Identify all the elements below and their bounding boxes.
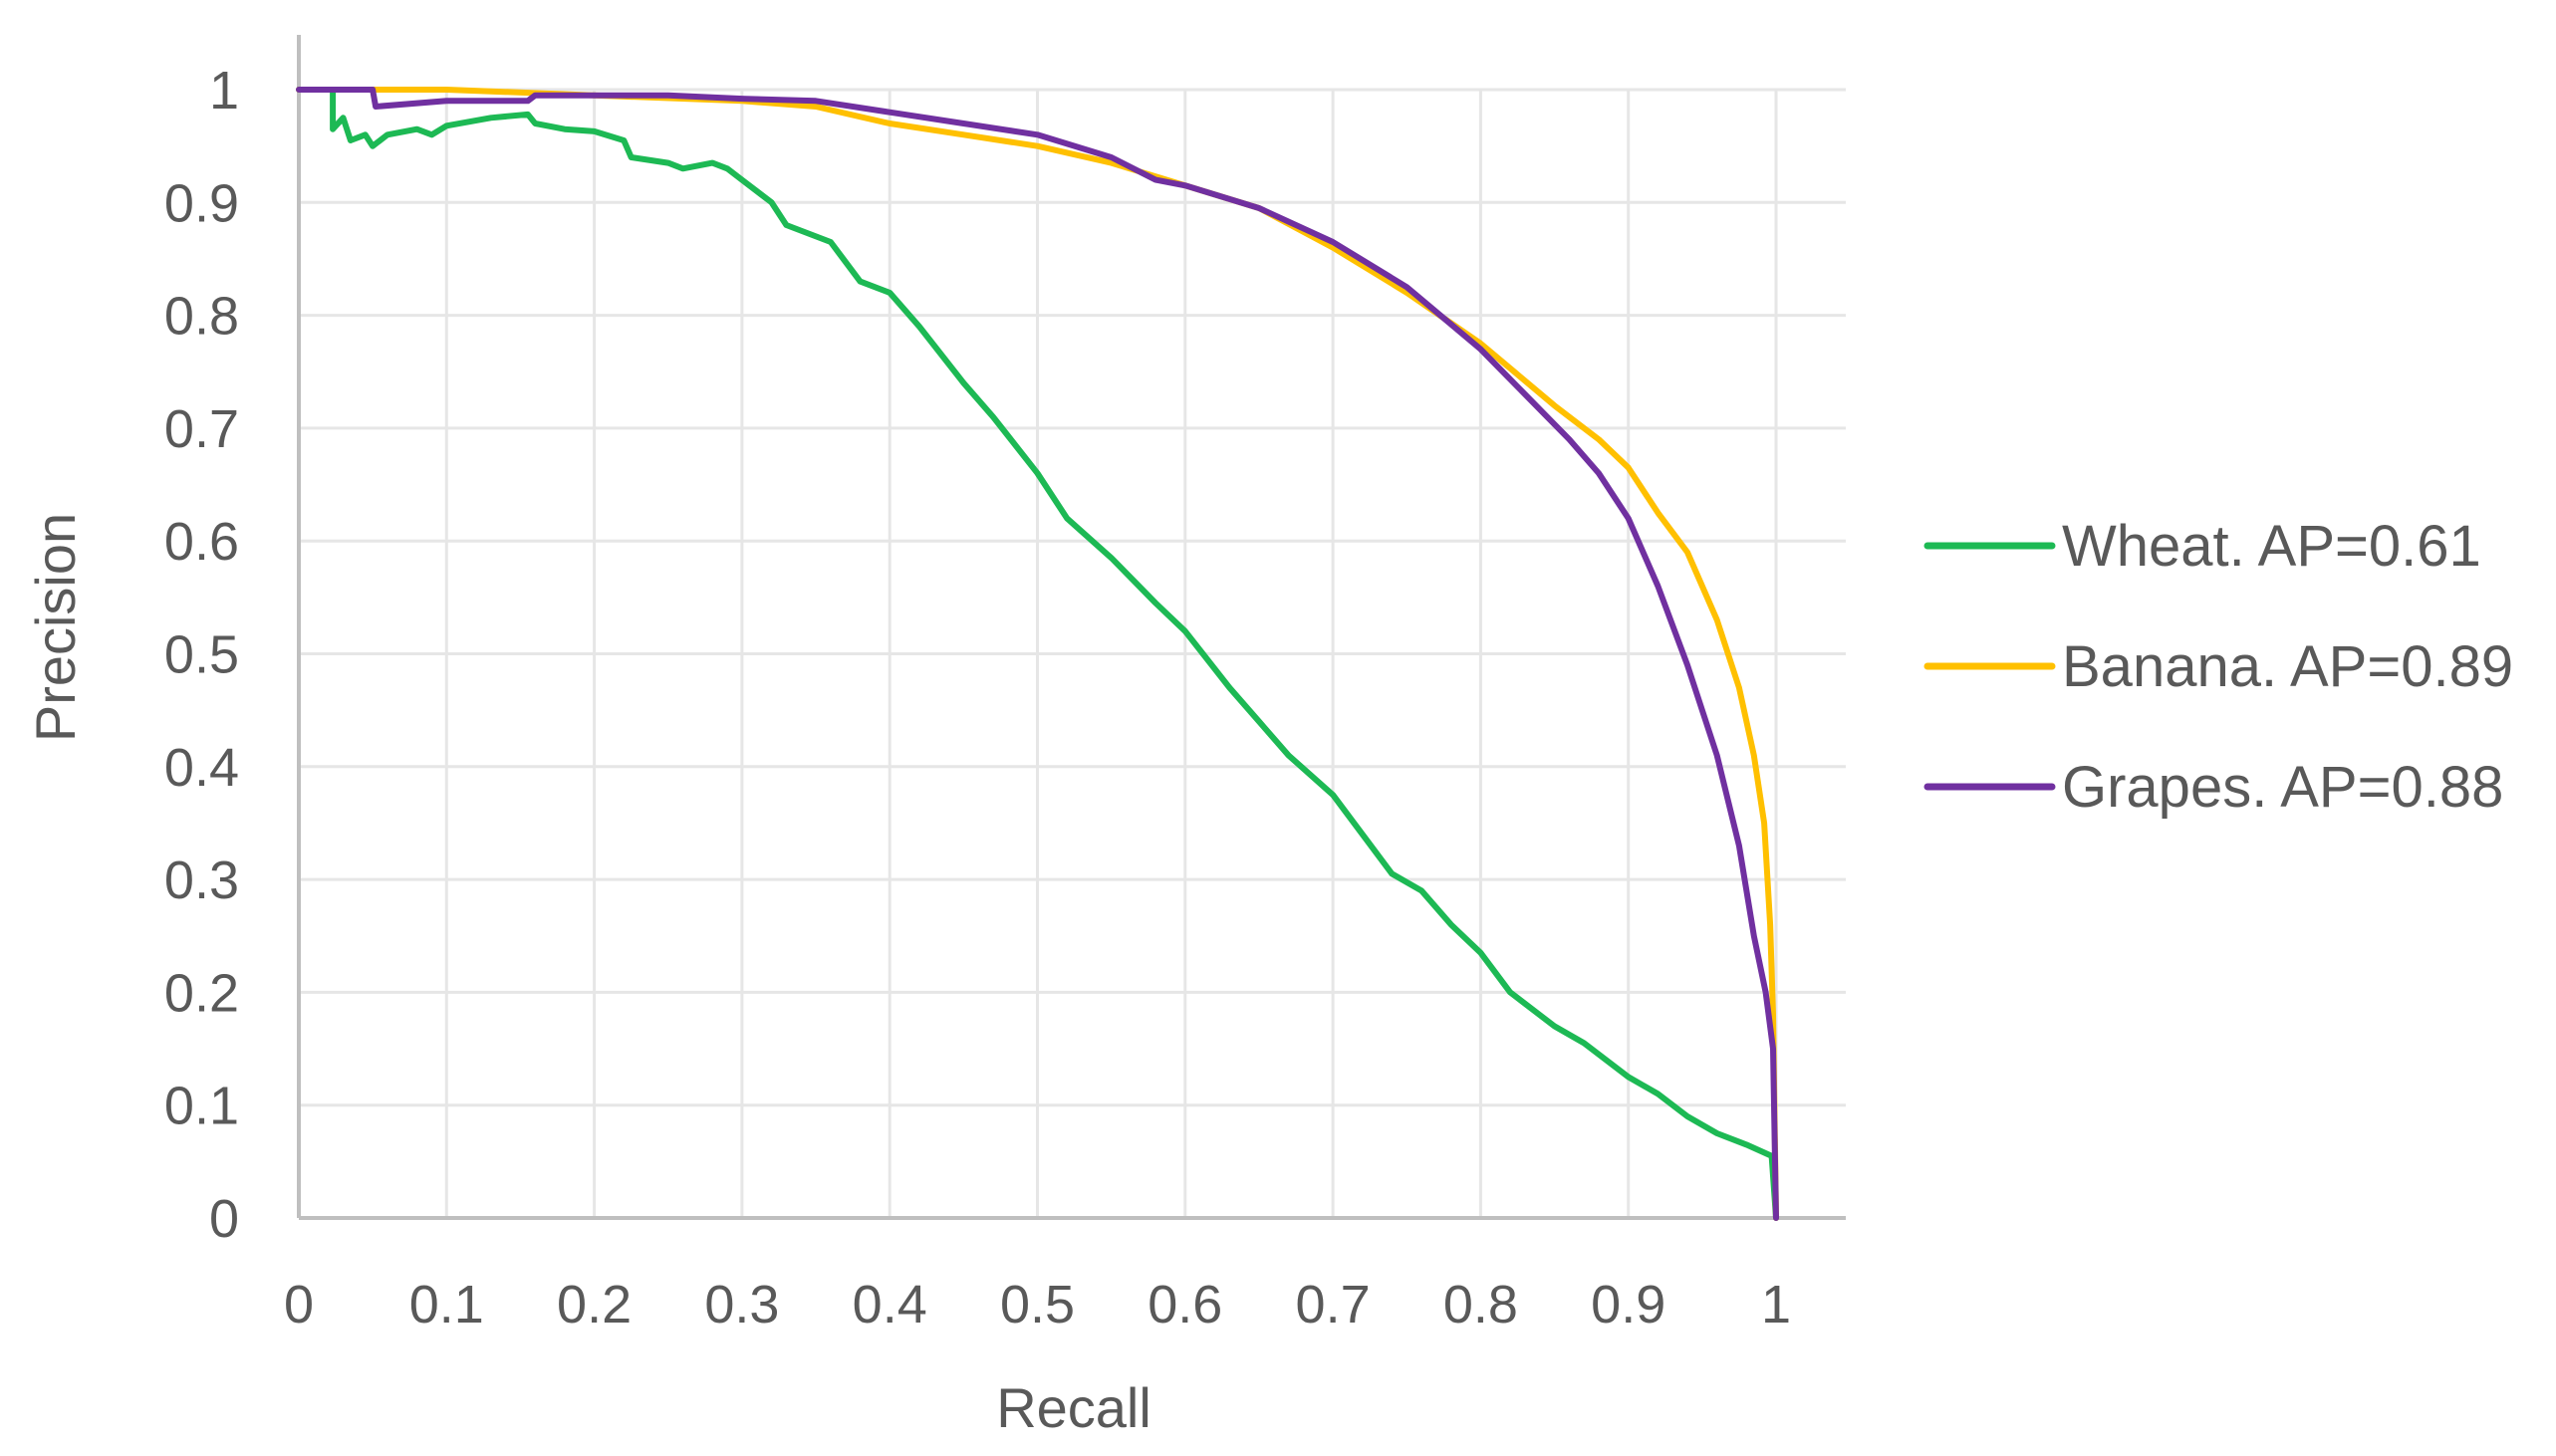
x-tick-label: 0.9 [1591,1275,1665,1335]
x-tick-label: 0.3 [704,1275,779,1335]
x-axis-title: Recall [996,1376,1151,1439]
legend-label: Banana. AP=0.89 [2062,634,2513,699]
legend: Wheat. AP=0.61 Banana. AP=0.89 Grapes. AP=… [1923,514,2513,820]
axes [297,35,1846,1220]
y-tick-label: 1 [209,61,239,121]
y-tick-label: 0.4 [164,738,239,798]
series-lines [296,87,1779,1221]
x-tick-label: 0.1 [409,1275,484,1335]
legend-label: Wheat. AP=0.61 [2062,514,2481,579]
x-tick-label: 1 [1761,1275,1791,1335]
y-tick-label: 0.7 [164,399,239,459]
x-tick-label: 0 [284,1275,314,1335]
x-tick-labels: 0 0.1 0.2 0.3 0.4 0.5 0.6 0.7 0.8 0.9 1 [284,1275,1791,1335]
x-tick-label: 0.6 [1148,1275,1222,1335]
legend-label: Grapes. AP=0.88 [2062,755,2503,820]
y-tick-label: 0.3 [164,850,239,910]
x-tick-label: 0.7 [1296,1275,1371,1335]
y-tick-label: 0.2 [164,963,239,1023]
y-tick-label: 0.9 [164,173,239,233]
y-tick-label: 0.6 [164,512,239,572]
x-tick-label: 0.2 [557,1275,632,1335]
x-tick-label: 0.8 [1443,1275,1518,1335]
grid-lines [299,88,1846,1218]
y-tick-label: 0.5 [164,625,239,685]
y-tick-label: 0.8 [164,287,239,347]
x-tick-label: 0.5 [1000,1275,1075,1335]
y-tick-labels: 0 0.1 0.2 0.3 0.4 0.5 0.6 0.7 0.8 0.9 1 [164,61,239,1249]
y-tick-label: 0.1 [164,1077,239,1136]
series-line-0 [296,87,1779,1221]
x-tick-label: 0.4 [853,1275,927,1335]
series-line-2 [296,87,1779,1221]
y-axis-title: Precision [24,513,87,742]
y-tick-label: 0 [209,1189,239,1249]
